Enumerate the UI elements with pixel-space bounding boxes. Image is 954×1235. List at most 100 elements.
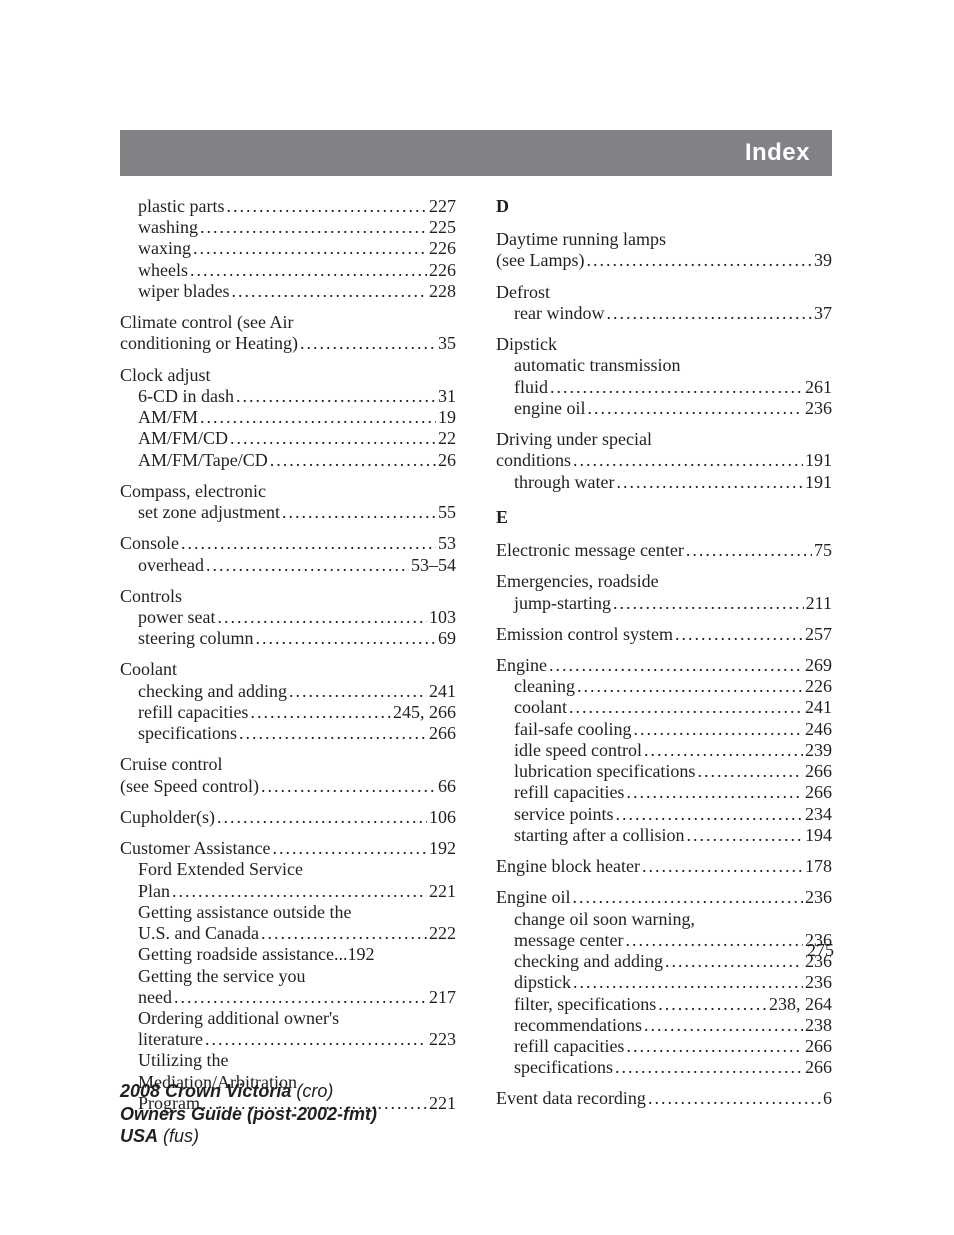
index-entry-page: 37 (814, 303, 832, 324)
index-entry-line: cleaning226 (496, 676, 832, 697)
index-entry-label: Getting assistance outside the (138, 902, 351, 923)
index-entry-label: Getting the service you (138, 966, 305, 987)
leader (205, 1029, 427, 1050)
index-entry-page: 19 (438, 407, 456, 428)
index-entry-line: washing225 (120, 217, 456, 238)
index-entry-line: steering column69 (120, 628, 456, 649)
index-entry-label: power seat (138, 607, 215, 628)
index-entry-line: wiper blades228 (120, 281, 456, 302)
leader (586, 250, 812, 271)
index-entry-label: Plan (138, 881, 170, 902)
index-entry-label: Emission control system (496, 624, 673, 645)
index-entry-label: Console (120, 533, 179, 554)
index-entry-label: Engine (496, 655, 547, 676)
section-letter-d: D (496, 196, 832, 217)
index-entry-label: Customer Assistance (120, 838, 271, 859)
index-entry-line: Utilizing the (120, 1050, 456, 1071)
footer-line-2: Owners Guide (post-2002-fmt) (120, 1103, 377, 1126)
leader (573, 972, 803, 993)
index-entry-label: 6-CD in dash (138, 386, 234, 407)
index-entry-page: 223 (429, 1029, 456, 1050)
index-entry-label: plastic parts (138, 196, 224, 217)
index-entry-page: 66 (438, 776, 456, 797)
index-entry-line: Compass, electronic (120, 481, 456, 502)
index-entry-label: wiper blades (138, 281, 229, 302)
index-entry-line: 6-CD in dash31 (120, 386, 456, 407)
index-entry-line: Getting roadside assistance ...192 (120, 944, 456, 965)
leader (686, 540, 812, 561)
index-entry-line: change oil soon warning, (496, 909, 832, 930)
leader (549, 655, 803, 676)
index-entry-label: checking and adding (514, 951, 663, 972)
index-entry-line: Daytime running lamps (496, 229, 832, 250)
index-column-right: DDaytime running lamps(see Lamps)39Defro… (496, 196, 832, 1124)
index-entry-line: coolant241 (496, 697, 832, 718)
index-entry-line: refill capacities266 (496, 782, 832, 803)
header-bar: Index (120, 130, 832, 176)
index-entry-line: recommendations238 (496, 1015, 832, 1036)
leader (270, 450, 436, 471)
index-entry-page: 241 (805, 697, 832, 718)
header-title: Index (745, 139, 810, 167)
index-entry-page: 236 (805, 398, 832, 419)
leader (675, 624, 803, 645)
leader (250, 702, 391, 723)
index-entry-line: specifications266 (120, 723, 456, 744)
index-entry-label: AM/FM (138, 407, 198, 428)
index-entry-line: Getting assistance outside the (120, 902, 456, 923)
index-entry-page: 257 (805, 624, 832, 645)
index-entry-page: 194 (805, 825, 832, 846)
index-entry-block: Defrostrear window37 (496, 282, 832, 324)
index-entry-label: Getting roadside assistance (138, 944, 334, 965)
index-entry-page: 246 (805, 719, 832, 740)
leader (300, 333, 436, 354)
index-entry-line: Coolant (120, 659, 456, 680)
leader (261, 776, 436, 797)
index-entry-page: 269 (805, 655, 832, 676)
index-entry-block: Event data recording6 (496, 1088, 832, 1109)
index-entry-label: Coolant (120, 659, 177, 680)
index-entry-label: Engine block heater (496, 856, 640, 877)
index-entry-block: Engine oil236change oil soon warning,mes… (496, 887, 832, 1078)
leader (606, 303, 812, 324)
index-entry-page: 226 (429, 238, 456, 259)
index-entry-line: filter, specifications238, 264 (496, 994, 832, 1015)
index-entry-page: 245, 266 (393, 702, 456, 723)
index-entry-label: Ford Extended Service (138, 859, 303, 880)
leader (200, 407, 436, 428)
index-entry-line: U.S. and Canada222 (120, 923, 456, 944)
leader (550, 377, 803, 398)
index-entry-line: overhead53–54 (120, 555, 456, 576)
index-entry-block: Coolantchecking and adding241refill capa… (120, 659, 456, 744)
index-entry-line: Ordering additional owner's (120, 1008, 456, 1029)
leader (626, 1036, 803, 1057)
leader (633, 719, 803, 740)
index-entry-page: 222 (429, 923, 456, 944)
index-entry-page: 211 (806, 593, 832, 614)
index-entry-block: Engine block heater178 (496, 856, 832, 877)
index-entry-label: specifications (514, 1057, 613, 1078)
index-column-left: plastic parts227washing225waxing226wheel… (120, 196, 456, 1124)
leader (174, 987, 427, 1008)
index-entry-page: 103 (429, 607, 456, 628)
index-entry-block: Controlspower seat103steering column69 (120, 586, 456, 650)
index-entry-page: 106 (429, 807, 456, 828)
footer-region: USA (120, 1126, 158, 1146)
index-entry-block: Dipstickautomatic transmissionfluid261en… (496, 334, 832, 419)
leader (573, 887, 804, 908)
index-entry-page: 225 (429, 217, 456, 238)
leader (190, 260, 427, 281)
index-entry-page: 217 (429, 987, 456, 1008)
index-entry-line: waxing226 (120, 238, 456, 259)
leader (200, 217, 427, 238)
index-entry-line: message center236 (496, 930, 832, 951)
index-entry-label: automatic transmission (514, 355, 680, 376)
index-entry-line: power seat 103 (120, 607, 456, 628)
leader (569, 697, 803, 718)
index-entry-line: specifications266 (496, 1057, 832, 1078)
index-entry-line: set zone adjustment55 (120, 502, 456, 523)
footer-model: 2008 Crown Victoria (120, 1081, 291, 1101)
leader (273, 838, 428, 859)
index-entry-page: 53–54 (411, 555, 456, 576)
index-entry-page: 226 (805, 676, 832, 697)
